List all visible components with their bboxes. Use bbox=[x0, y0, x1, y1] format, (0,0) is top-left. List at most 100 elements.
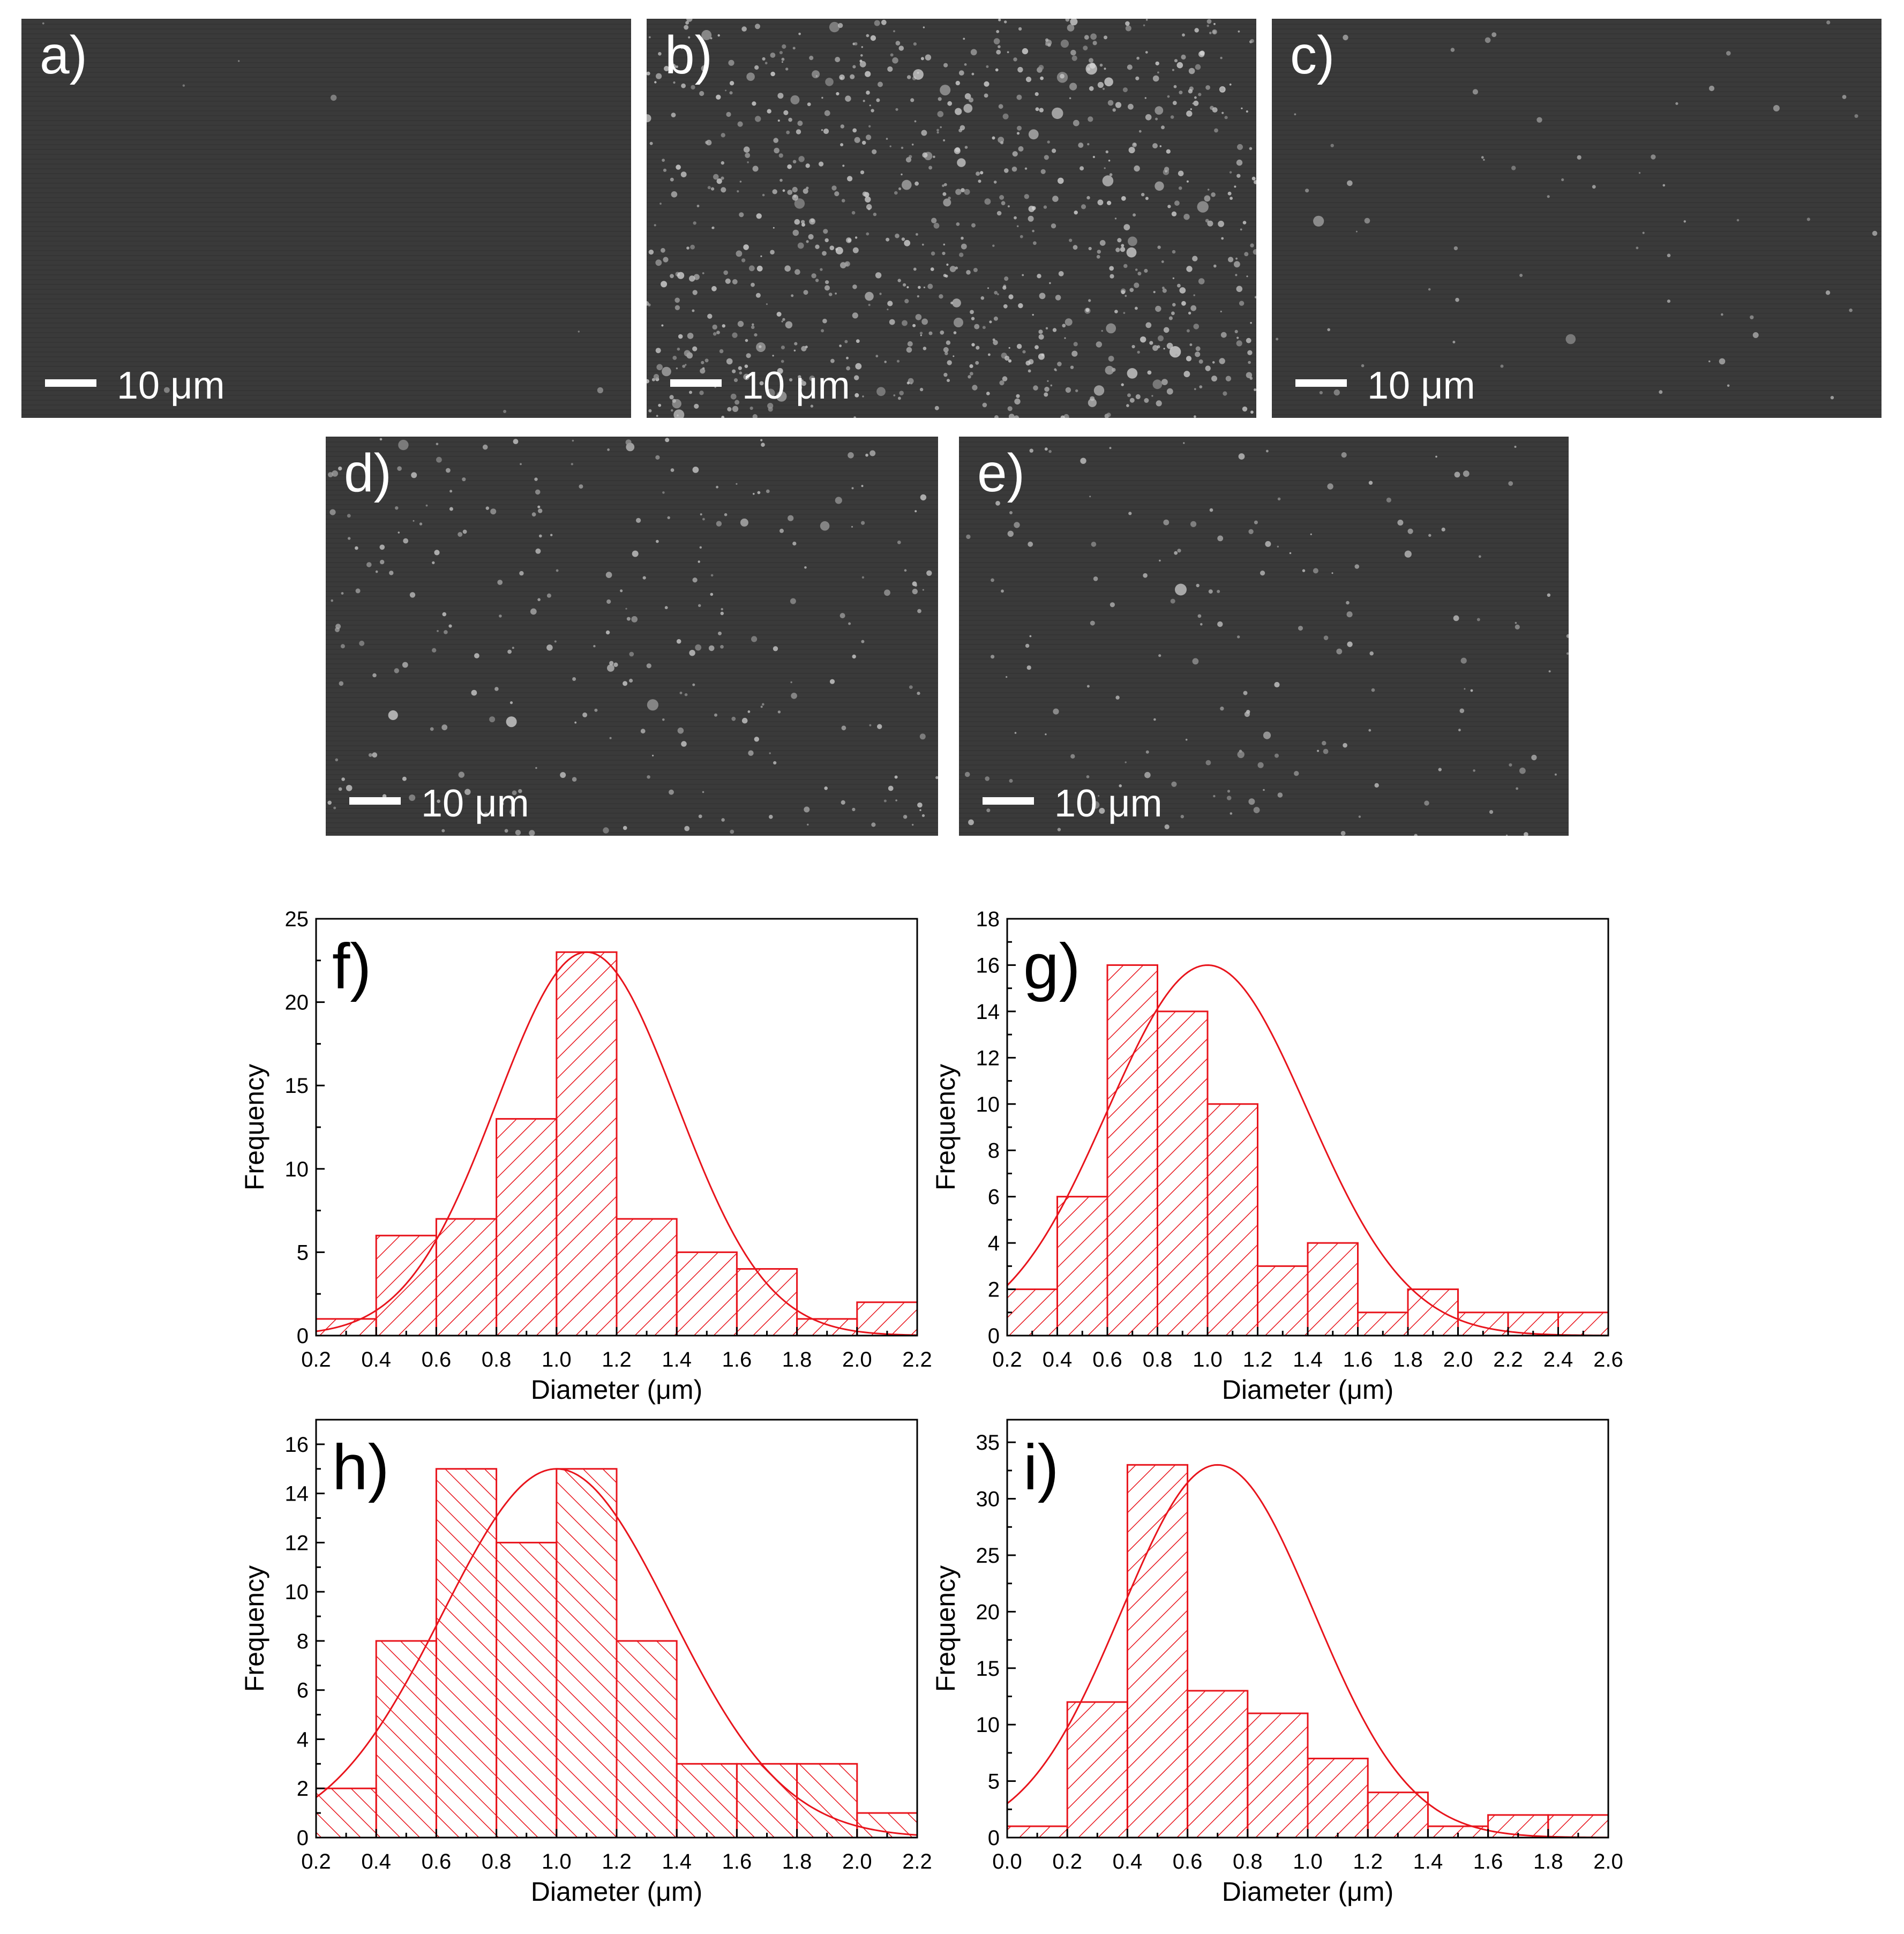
x-tick-label: 0.4 bbox=[361, 1348, 391, 1371]
histogram-bar bbox=[496, 1118, 558, 1337]
y-tick-label: 6 bbox=[988, 1186, 1000, 1209]
y-tick-label: 10 bbox=[285, 1158, 309, 1181]
histogram-bar bbox=[496, 1541, 558, 1839]
histogram-bar bbox=[1247, 1712, 1309, 1839]
x-tick-label: 0.8 bbox=[1143, 1348, 1173, 1371]
sem-texture bbox=[21, 19, 631, 415]
histogram-bar bbox=[616, 1218, 678, 1337]
x-tick-label: 0.2 bbox=[301, 1348, 331, 1371]
x-axis-label: Diameter (μm) bbox=[1222, 1375, 1393, 1405]
panel-label: g) bbox=[1023, 931, 1081, 1002]
y-tick-label: 2 bbox=[988, 1278, 1000, 1302]
x-tick-label: 0.6 bbox=[422, 1850, 452, 1873]
x-tick-label: 0.6 bbox=[1092, 1348, 1122, 1371]
histogram-bar bbox=[1187, 1690, 1249, 1839]
y-tick-label: 8 bbox=[297, 1630, 309, 1653]
x-tick-label: 1.0 bbox=[542, 1348, 572, 1371]
y-tick-label: 25 bbox=[285, 908, 309, 931]
histogram-bar bbox=[556, 951, 618, 1337]
sem-texture bbox=[1272, 19, 1881, 415]
y-tick-label: 20 bbox=[976, 1600, 1000, 1624]
sem-panel-b: b) 10 μm bbox=[647, 19, 1256, 418]
x-tick-label: 1.0 bbox=[1193, 1348, 1223, 1371]
x-tick-label: 2.2 bbox=[1493, 1348, 1523, 1371]
y-axis-label: Frequency bbox=[239, 1565, 269, 1692]
x-tick-label: 2.0 bbox=[1443, 1348, 1473, 1371]
y-tick-label: 0 bbox=[297, 1826, 309, 1850]
y-tick-label: 4 bbox=[297, 1728, 309, 1751]
y-tick-label: 5 bbox=[988, 1770, 1000, 1794]
y-tick-label: 12 bbox=[976, 1046, 1000, 1070]
histogram-bar bbox=[1056, 1196, 1108, 1337]
histogram-bar bbox=[375, 1234, 437, 1337]
x-tick-label: 1.8 bbox=[1393, 1348, 1423, 1371]
histogram-bar bbox=[676, 1763, 738, 1839]
histogram-bar bbox=[435, 1468, 498, 1839]
panel-label: f) bbox=[332, 931, 371, 1002]
histogram-bar bbox=[1407, 1288, 1459, 1337]
x-tick-label: 1.2 bbox=[1353, 1850, 1383, 1873]
histogram-bar bbox=[796, 1763, 858, 1839]
gaussian-fit-curve bbox=[316, 1468, 917, 1836]
panel-label: h) bbox=[332, 1431, 389, 1503]
histogram-bar bbox=[616, 1640, 678, 1839]
y-tick-label: 0 bbox=[988, 1826, 1000, 1850]
gaussian-fit-curve bbox=[1007, 1464, 1608, 1838]
histogram-bar bbox=[556, 1468, 618, 1839]
sem-texture bbox=[959, 437, 1569, 836]
y-tick-label: 12 bbox=[285, 1531, 309, 1555]
histogram-bar bbox=[856, 1301, 918, 1337]
x-tick-label: 1.6 bbox=[722, 1850, 752, 1873]
y-tick-label: 15 bbox=[285, 1074, 309, 1098]
scale-bar-label: 10 μm bbox=[742, 364, 850, 407]
x-tick-label: 2.2 bbox=[902, 1850, 932, 1873]
sem-texture bbox=[647, 19, 1256, 418]
sem-panel-label: c) bbox=[1290, 25, 1335, 85]
x-tick-label: 0.4 bbox=[361, 1850, 391, 1873]
histogram-bar bbox=[1257, 1265, 1309, 1337]
histogram-bar bbox=[435, 1218, 498, 1337]
x-tick-label: 2.0 bbox=[842, 1850, 872, 1873]
y-axis-label: Frequency bbox=[239, 1064, 269, 1190]
panel-label: i) bbox=[1023, 1431, 1059, 1503]
scale-bar bbox=[349, 797, 401, 805]
x-tick-label: 0.2 bbox=[992, 1348, 1022, 1371]
histogram-bar bbox=[1006, 1288, 1058, 1337]
x-tick-label: 0.4 bbox=[1113, 1850, 1143, 1873]
x-tick-label: 1.4 bbox=[1413, 1850, 1443, 1873]
x-tick-label: 0.4 bbox=[1043, 1348, 1073, 1371]
x-tick-label: 0.6 bbox=[1173, 1850, 1203, 1873]
histogram-bar bbox=[1307, 1242, 1359, 1337]
x-tick-label: 0.8 bbox=[482, 1348, 512, 1371]
histogram-bar bbox=[736, 1763, 798, 1839]
y-tick-label: 0 bbox=[297, 1324, 309, 1348]
x-tick-label: 1.8 bbox=[782, 1850, 812, 1873]
x-tick-label: 1.6 bbox=[1473, 1850, 1503, 1873]
histogram-bar bbox=[1106, 964, 1158, 1337]
sem-texture bbox=[326, 437, 938, 836]
x-axis-label: Diameter (μm) bbox=[531, 1375, 702, 1405]
y-tick-label: 8 bbox=[988, 1139, 1000, 1163]
y-tick-label: 18 bbox=[976, 908, 1000, 931]
scale-bar-label: 10 μm bbox=[1054, 782, 1163, 825]
y-tick-label: 0 bbox=[988, 1324, 1000, 1348]
x-tick-label: 0.8 bbox=[482, 1850, 512, 1873]
x-tick-label: 1.8 bbox=[782, 1348, 812, 1371]
histogram-bar bbox=[736, 1268, 798, 1337]
scale-bar bbox=[983, 797, 1034, 805]
y-tick-label: 16 bbox=[976, 954, 1000, 977]
sem-panel-label: e) bbox=[977, 443, 1025, 503]
x-axis-label: Diameter (μm) bbox=[1222, 1877, 1393, 1907]
x-tick-label: 1.4 bbox=[662, 1850, 692, 1873]
sem-panel-a: a) 10 μm bbox=[21, 19, 631, 418]
x-tick-label: 0.8 bbox=[1233, 1850, 1263, 1873]
y-tick-label: 30 bbox=[976, 1488, 1000, 1511]
x-tick-label: 2.0 bbox=[842, 1348, 872, 1371]
x-tick-label: 0.2 bbox=[301, 1850, 331, 1873]
scale-bar bbox=[1295, 379, 1347, 387]
histogram-bar bbox=[1157, 1010, 1209, 1337]
sem-panel-e: e) 10 μm bbox=[959, 437, 1569, 836]
x-tick-label: 2.4 bbox=[1543, 1348, 1573, 1371]
x-tick-label: 1.8 bbox=[1533, 1850, 1563, 1873]
x-tick-label: 1.6 bbox=[722, 1348, 752, 1371]
